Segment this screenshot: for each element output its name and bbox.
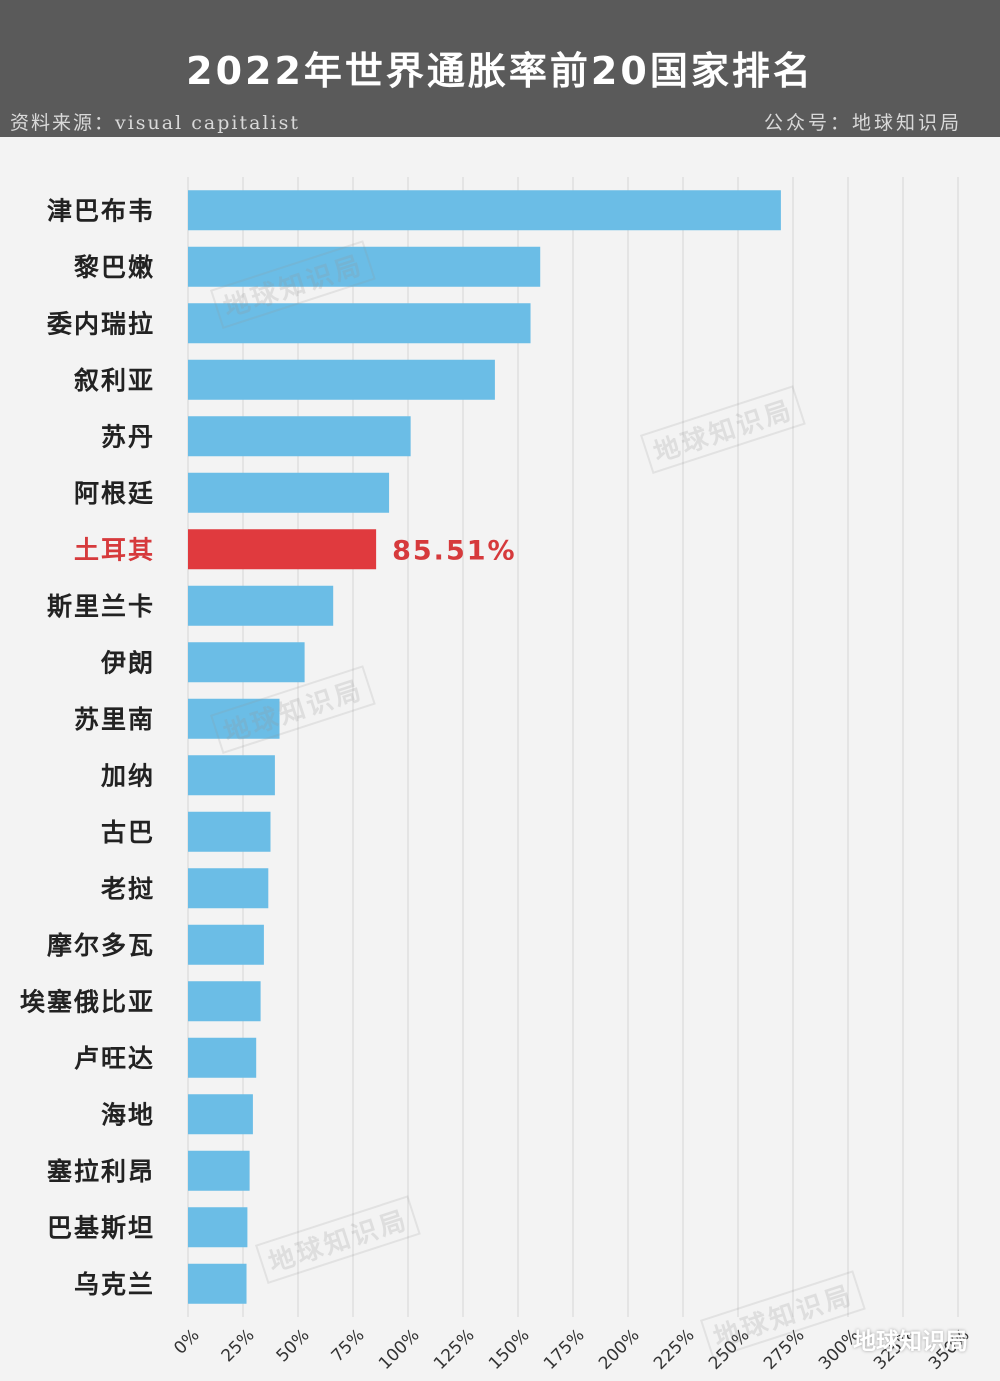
- category-label: 海地: [101, 1100, 155, 1129]
- category-label: 卢旺达: [74, 1044, 155, 1073]
- tick-label: 100%: [375, 1325, 424, 1374]
- tick-label: 50%: [273, 1325, 314, 1366]
- source-label: 资料来源：visual capitalist: [10, 112, 300, 134]
- bar: [188, 811, 271, 852]
- category-label: 委内瑞拉: [46, 309, 155, 338]
- bar: [188, 698, 280, 739]
- category-label: 苏里南: [74, 705, 155, 734]
- category-label: 巴基斯坦: [47, 1213, 155, 1242]
- bar: [188, 529, 377, 570]
- bar: [188, 1150, 250, 1191]
- category-label: 加纳: [100, 761, 155, 790]
- category-label: 摩尔多瓦: [47, 931, 155, 960]
- header-bar: 2022年世界通胀率前20国家排名 资料来源：visual capitalist…: [0, 0, 1000, 137]
- tick-label: 75%: [328, 1325, 369, 1366]
- tick-label: 225%: [650, 1325, 699, 1374]
- bar: [188, 868, 269, 909]
- tick-label: 200%: [595, 1325, 644, 1374]
- account-label: 公众号：地球知识局: [763, 112, 962, 134]
- bar: [188, 190, 781, 231]
- corner-watermark: 地球知识局: [853, 1329, 968, 1355]
- category-label: 叙利亚: [74, 366, 155, 395]
- category-label: 土耳其: [74, 535, 155, 564]
- bar: [188, 981, 261, 1022]
- tick-label: 150%: [485, 1325, 534, 1374]
- bar: [188, 303, 531, 344]
- bar: [188, 359, 495, 400]
- bar: [188, 642, 305, 683]
- inflation-bar-chart: 津巴布韦黎巴嫩委内瑞拉叙利亚苏丹阿根廷土耳其斯里兰卡伊朗苏里南加纳古巴老挝摩尔多…: [20, 177, 974, 1374]
- tick-label: 125%: [430, 1325, 479, 1374]
- bar: [188, 585, 334, 626]
- bar: [188, 1094, 253, 1135]
- bar: [188, 1037, 257, 1078]
- page-title: 2022年世界通胀率前20国家排名: [186, 49, 814, 93]
- bar: [188, 472, 390, 513]
- category-label: 阿根廷: [74, 479, 155, 508]
- bar: [188, 246, 541, 287]
- category-label: 斯里兰卡: [47, 592, 155, 621]
- bar: [188, 1207, 248, 1248]
- category-label: 老挝: [101, 874, 155, 903]
- category-label: 古巴: [101, 818, 155, 847]
- category-label: 津巴布韦: [47, 196, 155, 225]
- tick-label: 25%: [218, 1325, 259, 1366]
- category-label: 黎巴嫩: [74, 253, 155, 282]
- tick-label: 0%: [170, 1325, 203, 1358]
- category-label: 乌克兰: [74, 1270, 155, 1299]
- bar: [188, 416, 411, 457]
- category-label: 苏丹: [101, 422, 155, 451]
- data-label: 85.51%: [392, 535, 516, 566]
- bar: [188, 1263, 247, 1304]
- category-label: 埃塞俄比亚: [20, 987, 155, 1016]
- category-label: 塞拉利昂: [47, 1157, 155, 1186]
- bar: [188, 755, 275, 796]
- category-label: 伊朗: [100, 648, 155, 677]
- tick-label: 175%: [540, 1325, 589, 1374]
- bar: [188, 924, 264, 965]
